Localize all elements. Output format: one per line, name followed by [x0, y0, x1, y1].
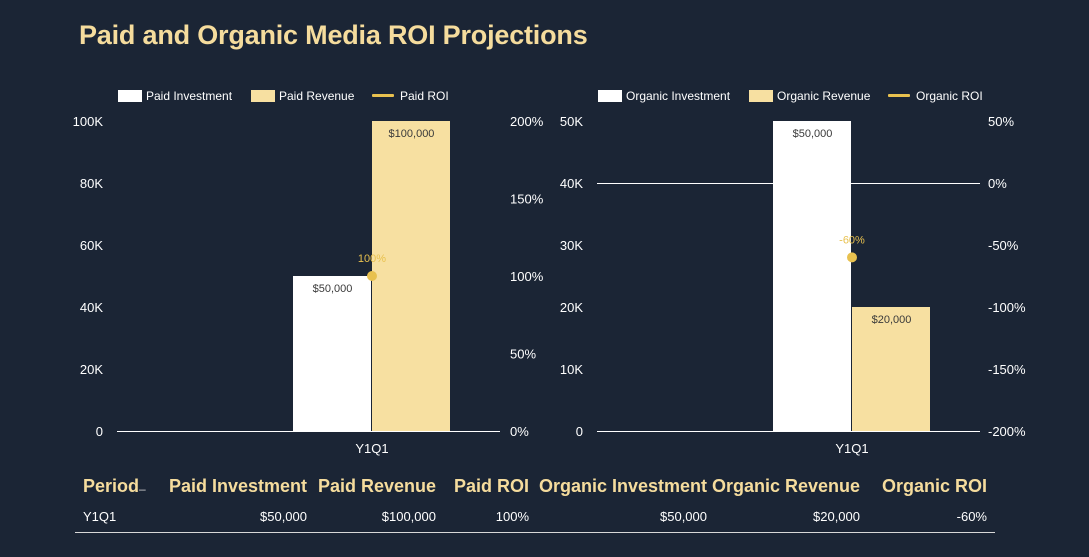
chart1-roi-point	[367, 271, 377, 281]
chart1-legend-label: Paid ROI	[400, 89, 449, 103]
chart2-x-tick-label: Y1Q1	[835, 441, 868, 456]
chart1-legend-label: Paid Investment	[146, 89, 233, 103]
table-header-organic-revenue[interactable]: Organic Revenue	[711, 476, 860, 496]
chart1-y-right-tick-label: 0%	[510, 424, 529, 439]
chart2-bar-data-label: $50,000	[793, 128, 833, 140]
chart1-bar-data-label: $50,000	[313, 283, 353, 295]
chart2-legend-swatch-revenue	[749, 90, 773, 102]
chart1-y-left-tick-label: 20K	[80, 362, 103, 377]
chart2-y-right-tick-label: -200%	[988, 424, 1026, 439]
sort-indicator-icon[interactable]: –	[139, 482, 146, 496]
table-header-organic-roi[interactable]: Organic ROI	[881, 476, 987, 496]
chart1-x-tick-label: Y1Q1	[355, 441, 388, 456]
chart2-legend-label: Organic Investment	[626, 89, 731, 103]
chart1-y-left-tick-label: 80K	[80, 176, 103, 191]
chart1-legend-swatch-investment	[118, 90, 142, 102]
chart2-legend-swatch-roi	[888, 94, 910, 97]
chart2-y-left-tick-label: 30K	[560, 238, 583, 253]
chart2-y-left-tick-label: 10K	[560, 362, 583, 377]
chart1-y-left-tick-label: 60K	[80, 238, 103, 253]
chart1-legend-swatch-roi	[372, 94, 394, 97]
chart2-legend-label: Organic ROI	[916, 89, 983, 103]
table-header-period[interactable]: Period	[83, 476, 140, 496]
chart2-y-left-tick-label: 50K	[560, 114, 583, 129]
table-cell-paid-revenue: $100,000	[381, 509, 436, 524]
chart2-y-left-tick-label: 20K	[560, 300, 583, 315]
chart2-y-right-tick-label: 50%	[988, 114, 1014, 129]
chart1-roi-data-label: 100%	[358, 253, 386, 265]
chart2-y-right-tick-label: -50%	[988, 238, 1019, 253]
table-cell-paid-roi: 100%	[495, 509, 529, 524]
chart1-bar-revenue	[372, 121, 450, 431]
chart2-y-right-tick-label: 0%	[988, 176, 1007, 191]
chart2-y-left-tick-label: 0	[576, 424, 583, 439]
table-header-paid-revenue[interactable]: Paid Revenue	[317, 476, 436, 496]
chart1-legend-swatch-revenue	[251, 90, 275, 102]
chart2-legend-label: Organic Revenue	[777, 89, 871, 103]
chart1-y-left-tick-label: 100K	[73, 114, 104, 129]
chart2-roi-point	[847, 252, 857, 263]
chart2-y-left-tick-label: 40K	[560, 176, 583, 191]
table-divider	[75, 532, 995, 533]
chart2-bar-investment	[773, 121, 851, 431]
table-cell-organic-roi: -60%	[956, 509, 987, 524]
chart1-bar-data-label: $100,000	[389, 128, 435, 140]
chart1-legend-label: Paid Revenue	[279, 89, 355, 103]
chart2-bar-revenue	[852, 307, 930, 431]
chart1-bar-investment	[293, 276, 371, 431]
page-title: Paid and Organic Media ROI Projections	[79, 20, 588, 50]
chart2-bar-data-label: $20,000	[872, 314, 912, 326]
chart2-y-right-tick-label: -150%	[988, 362, 1026, 377]
table-header-paid-investment[interactable]: Paid Investment	[168, 476, 307, 496]
chart1-y-left-tick-label: 0	[96, 424, 103, 439]
chart2-legend-swatch-investment	[598, 90, 622, 102]
table-cell-organic-investment: $50,000	[660, 509, 707, 524]
table-cell-organic-revenue: $20,000	[813, 509, 860, 524]
chart1-y-right-tick-label: 150%	[510, 192, 544, 207]
charts-canvas: 0 20K 40K 60K 80K 100K 0% 50% 100% 150% 200% $50,00…	[73, 89, 1026, 456]
chart1-y-right-tick-label: 200%	[510, 114, 544, 129]
table-header-organic-investment[interactable]: Organic Investment	[538, 476, 707, 496]
table-cell-period: Y1Q1	[83, 509, 117, 524]
chart1-y-left-tick-label: 40K	[80, 300, 103, 315]
chart2-roi-data-label: -60%	[839, 234, 865, 246]
table-cell-paid-investment: $50,000	[260, 509, 307, 524]
table-header-paid-roi[interactable]: Paid ROI	[453, 476, 529, 496]
chart1-y-right-tick-label: 50%	[510, 347, 536, 362]
chart1-y-right-tick-label: 100%	[510, 269, 544, 284]
chart2-y-right-tick-label: -100%	[988, 300, 1026, 315]
